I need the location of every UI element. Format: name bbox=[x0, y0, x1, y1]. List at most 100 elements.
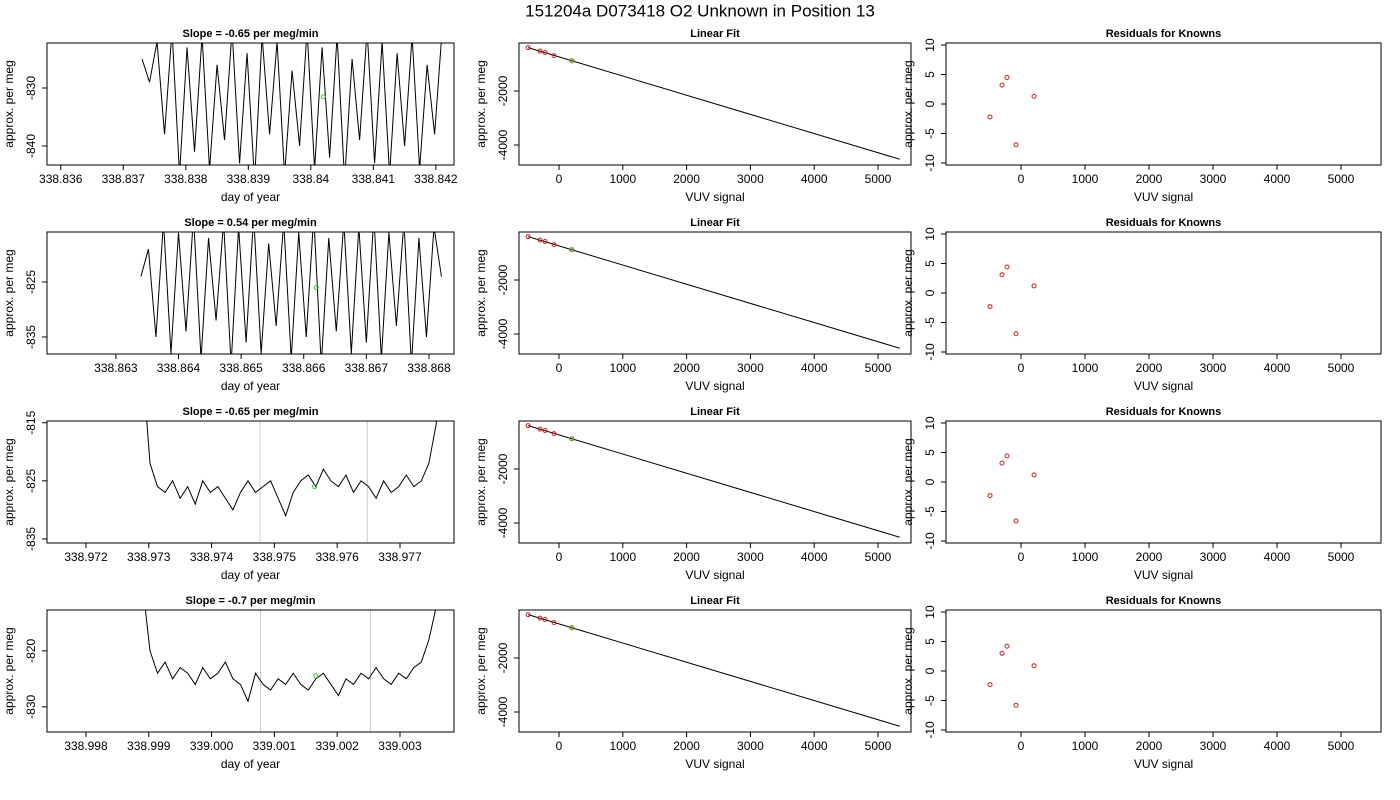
y-tick-label: -10 bbox=[923, 721, 937, 739]
plot-frame bbox=[518, 231, 912, 355]
y-tick-label: -825 bbox=[24, 469, 38, 493]
panel: Residuals for Knowns VUV signal approx. pe… bbox=[901, 595, 1382, 771]
x-tick-label: 338.837 bbox=[102, 172, 146, 186]
x-tick-label: 1000 bbox=[609, 550, 636, 564]
x-tick-label: 1000 bbox=[1072, 550, 1099, 564]
x-tick-label: 0 bbox=[1018, 550, 1025, 564]
y-tick-label: -4000 bbox=[496, 318, 510, 349]
x-tick-label: 338.863 bbox=[94, 361, 138, 375]
y-axis-label: approx. per meg bbox=[901, 438, 915, 525]
x-axis-label: VUV signal bbox=[685, 379, 744, 393]
panel: Slope = 0.54 per meg/min day of year appro… bbox=[2, 217, 455, 393]
x-tick-label: 1000 bbox=[1072, 361, 1099, 375]
y-axis-label: approx. per meg bbox=[2, 249, 16, 336]
plot-frame bbox=[518, 42, 912, 166]
plot-area bbox=[987, 74, 1037, 148]
y-tick-label: -835 bbox=[24, 325, 38, 349]
x-tick-label: 2000 bbox=[673, 739, 700, 753]
data-line bbox=[140, 232, 442, 354]
data-point bbox=[525, 45, 531, 51]
x-tick-label: 3000 bbox=[1200, 550, 1227, 564]
panel-title: Slope = -0.65 per meg/min bbox=[182, 406, 318, 418]
x-tick-label: 3000 bbox=[737, 361, 764, 375]
data-point bbox=[1004, 264, 1010, 270]
data-line bbox=[144, 610, 437, 703]
plot-area bbox=[525, 234, 900, 349]
data-point bbox=[525, 423, 531, 429]
x-tick-label: 2000 bbox=[1136, 172, 1163, 186]
plot-area bbox=[987, 643, 1037, 708]
plot-area bbox=[525, 423, 900, 538]
x-tick-label: 338.974 bbox=[190, 550, 234, 564]
data-point bbox=[568, 247, 574, 253]
data-point bbox=[537, 48, 543, 54]
x-tick-label: 1000 bbox=[1072, 739, 1099, 753]
data-point bbox=[525, 234, 531, 240]
x-tick-label: 5000 bbox=[1328, 739, 1355, 753]
data-point bbox=[525, 612, 531, 618]
y-tick-label: 0 bbox=[923, 667, 937, 674]
data-point bbox=[999, 650, 1005, 656]
x-tick-label: 4000 bbox=[801, 550, 828, 564]
data-point bbox=[987, 493, 993, 499]
y-tick-label: -2000 bbox=[496, 75, 510, 106]
y-tick-label: 0 bbox=[923, 100, 937, 107]
plot-area bbox=[987, 453, 1037, 524]
x-tick-label: 338.841 bbox=[352, 172, 396, 186]
x-tick-label: 2000 bbox=[1136, 739, 1163, 753]
y-tick-label: -820 bbox=[24, 639, 38, 663]
data-point bbox=[999, 272, 1005, 278]
data-point bbox=[1013, 142, 1019, 148]
x-tick-label: 338.865 bbox=[219, 361, 263, 375]
y-axis-label: approx. per meg bbox=[901, 627, 915, 714]
x-tick-label: 2000 bbox=[1136, 361, 1163, 375]
x-tick-label: 2000 bbox=[673, 361, 700, 375]
x-tick-label: 5000 bbox=[1328, 361, 1355, 375]
x-tick-label: 5000 bbox=[1328, 550, 1355, 564]
panel-title: Residuals for Knowns bbox=[1106, 595, 1222, 607]
y-tick-label: -5 bbox=[923, 128, 937, 139]
data-point bbox=[313, 673, 319, 679]
plot-area bbox=[987, 264, 1037, 337]
data-point bbox=[568, 436, 574, 442]
data-point bbox=[987, 114, 993, 120]
panel: Residuals for Knowns VUV signal approx. pe… bbox=[901, 406, 1382, 582]
plot-frame bbox=[46, 609, 455, 733]
y-tick-label: -5 bbox=[923, 695, 937, 706]
y-axis-label: approx. per meg bbox=[474, 438, 488, 525]
data-point bbox=[312, 484, 318, 490]
y-tick-label: -2000 bbox=[496, 642, 510, 673]
data-line bbox=[146, 421, 438, 518]
panel: Linear Fit VUV signal approx. per meg 0 1000… bbox=[474, 406, 912, 582]
y-axis-label: approx. per meg bbox=[901, 249, 915, 336]
x-tick-label: 4000 bbox=[801, 739, 828, 753]
x-tick-label: 3000 bbox=[737, 550, 764, 564]
data-point bbox=[320, 94, 326, 100]
x-tick-label: 338.836 bbox=[39, 172, 83, 186]
y-tick-label: 10 bbox=[923, 38, 937, 52]
data-point bbox=[1031, 472, 1037, 478]
y-tick-label: 10 bbox=[923, 605, 937, 619]
data-point bbox=[1013, 331, 1019, 337]
y-tick-label: -825 bbox=[24, 270, 38, 294]
data-line bbox=[527, 614, 900, 727]
x-tick-label: 338.999 bbox=[127, 739, 171, 753]
plot-area bbox=[140, 232, 442, 354]
data-line bbox=[527, 425, 900, 538]
x-axis-label: VUV signal bbox=[1134, 190, 1193, 204]
x-tick-label: 0 bbox=[1018, 172, 1025, 186]
data-point bbox=[1031, 283, 1037, 289]
x-tick-label: 3000 bbox=[1200, 172, 1227, 186]
x-tick-label: 339.001 bbox=[253, 739, 297, 753]
x-axis-label: day of year bbox=[221, 379, 280, 393]
data-point bbox=[987, 682, 993, 688]
y-tick-label: 5 bbox=[923, 260, 937, 267]
data-point bbox=[1031, 663, 1037, 669]
data-point bbox=[1004, 74, 1010, 80]
x-tick-label: 3000 bbox=[1200, 361, 1227, 375]
panel-title: Linear Fit bbox=[690, 406, 740, 418]
data-point bbox=[542, 239, 548, 245]
x-axis-label: day of year bbox=[221, 757, 280, 771]
y-tick-label: 0 bbox=[923, 289, 937, 296]
x-tick-label: 5000 bbox=[1328, 172, 1355, 186]
